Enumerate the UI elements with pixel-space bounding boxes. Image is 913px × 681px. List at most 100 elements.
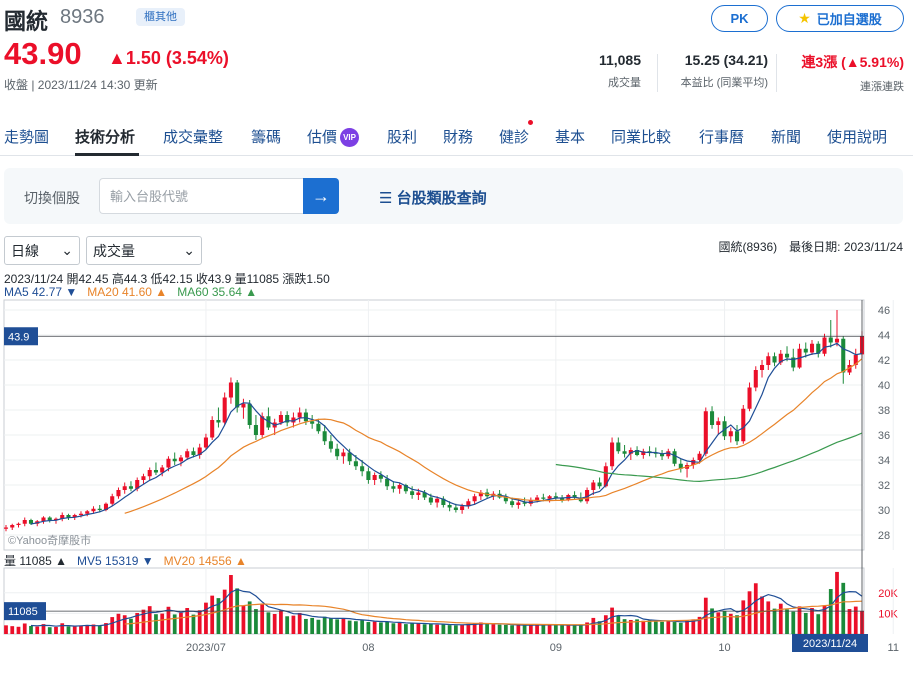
volume-bar	[129, 618, 133, 634]
volume-bar	[379, 622, 383, 634]
volume-bar	[660, 621, 664, 634]
pk-button[interactable]: PK	[711, 5, 768, 32]
tab-help[interactable]: 使用說明	[827, 129, 888, 146]
stat-pe-label: 本益比 (同業平均)	[680, 77, 768, 89]
tab-technical[interactable]: 技術分析	[75, 129, 136, 146]
volume-bar	[360, 620, 365, 634]
volume-bar	[753, 583, 758, 634]
tab-basic[interactable]: 基本	[555, 129, 586, 146]
candle-body	[697, 453, 702, 460]
volume-bar	[572, 625, 577, 634]
candle-body	[716, 421, 721, 425]
watchlist-button[interactable]: ★ 已加自選股	[776, 5, 904, 32]
candle-body	[153, 470, 158, 473]
candle-body	[784, 353, 790, 358]
volume-bar	[766, 601, 771, 634]
volume-bar	[197, 610, 202, 634]
candle-body	[3, 527, 9, 529]
volume-legend: 量 11085 ▲ MV5 15319 ▼ MV20 14556 ▲	[4, 552, 247, 569]
mv20-legend: MV20 14556 ▲	[163, 554, 247, 568]
volume-bar	[535, 624, 539, 634]
volume-bar	[385, 621, 390, 634]
candle-body	[766, 356, 771, 365]
volume-bar	[666, 621, 671, 634]
tab-peers[interactable]: 同業比較	[611, 129, 672, 146]
candle-body	[522, 502, 527, 504]
candle-body	[616, 442, 621, 452]
date-tick-label: 11	[888, 642, 899, 654]
candle-body	[647, 451, 652, 453]
volume-bar	[622, 619, 627, 634]
volume-bar	[366, 622, 371, 634]
mv5-line	[30, 588, 863, 627]
candle-body	[216, 420, 221, 423]
candle-body	[285, 415, 290, 423]
interval-select[interactable]: 日線 ⌄	[4, 236, 80, 265]
candle-body	[197, 447, 202, 455]
candle-body	[622, 451, 627, 454]
candle-body	[241, 403, 246, 408]
volume-bar	[10, 626, 15, 634]
candle-body	[303, 412, 308, 422]
volume-bar	[60, 623, 65, 634]
volume-bar	[416, 623, 421, 634]
candle-body	[47, 517, 52, 520]
volume-bar	[822, 605, 827, 634]
tab-calendar[interactable]: 行事曆	[699, 129, 745, 146]
tab-checkup[interactable]: 健診	[499, 129, 530, 146]
candle-body	[147, 470, 152, 477]
tab-valuation[interactable]: 估價 VIP	[307, 126, 360, 147]
volume-tick-label: 20K	[878, 588, 898, 600]
volume-bar	[297, 612, 302, 634]
ma5-legend: MA5 42.77 ▼	[4, 285, 78, 299]
ma20-line	[124, 358, 863, 514]
last-price: 43.90	[4, 36, 82, 71]
volume-bar	[97, 625, 102, 634]
switch-stock-label: 切換個股	[24, 190, 80, 206]
tab-chips[interactable]: 籌碼	[251, 129, 282, 146]
candle-body	[772, 356, 777, 363]
volume-bar	[429, 623, 433, 634]
candle-body	[759, 365, 765, 370]
volume-bar	[329, 618, 333, 634]
stock-search-input[interactable]	[99, 178, 304, 214]
indicator-select[interactable]: 成交量 ⌄	[86, 236, 202, 265]
volume-bar	[641, 620, 646, 634]
candle-body	[353, 461, 358, 467]
market-badge[interactable]: 櫃其他	[136, 8, 185, 26]
candle-body	[260, 416, 265, 435]
volume-bar	[260, 604, 265, 634]
candle-body	[560, 497, 565, 500]
mv20-line	[124, 600, 863, 626]
tab-news[interactable]: 新聞	[771, 129, 802, 146]
tab-trend[interactable]: 走勢圖	[4, 129, 50, 146]
candle-body	[610, 442, 615, 467]
volume-bar	[160, 613, 165, 634]
tab-financials[interactable]: 財務	[443, 129, 474, 146]
candle-body	[91, 508, 96, 512]
category-query-link[interactable]: ☰ 台股類股查詢	[379, 187, 487, 208]
price-change: ▲1.50 (3.54%)	[108, 48, 229, 68]
candlestick-chart[interactable]: 28 30 32 34 36 38 40 42 44 46 10K 20K 2023/07 08 09 10 1…	[0, 296, 913, 656]
price-panel	[3, 299, 865, 551]
candle-body	[528, 500, 533, 504]
indicator-value: 成交量	[93, 242, 135, 259]
candle-body	[822, 337, 827, 354]
volume-bar	[697, 616, 702, 634]
candle-body	[703, 411, 708, 454]
volume-bar	[85, 625, 90, 634]
volume-bar	[447, 625, 452, 634]
stat-volume: 11,085 成交量	[599, 52, 641, 90]
tab-trades[interactable]: 成交彙整	[163, 129, 224, 146]
search-go-button[interactable]: →	[303, 178, 339, 214]
volume-bar	[372, 621, 377, 634]
candle-body	[753, 370, 758, 388]
candle-body	[253, 425, 258, 435]
candle-body	[791, 357, 796, 368]
volume-bar	[610, 607, 614, 634]
candle-body	[666, 451, 671, 457]
volume-bar	[816, 614, 821, 634]
tab-dividend[interactable]: 股利	[387, 129, 418, 146]
candle-body	[447, 505, 452, 508]
volume-panel	[3, 567, 865, 635]
